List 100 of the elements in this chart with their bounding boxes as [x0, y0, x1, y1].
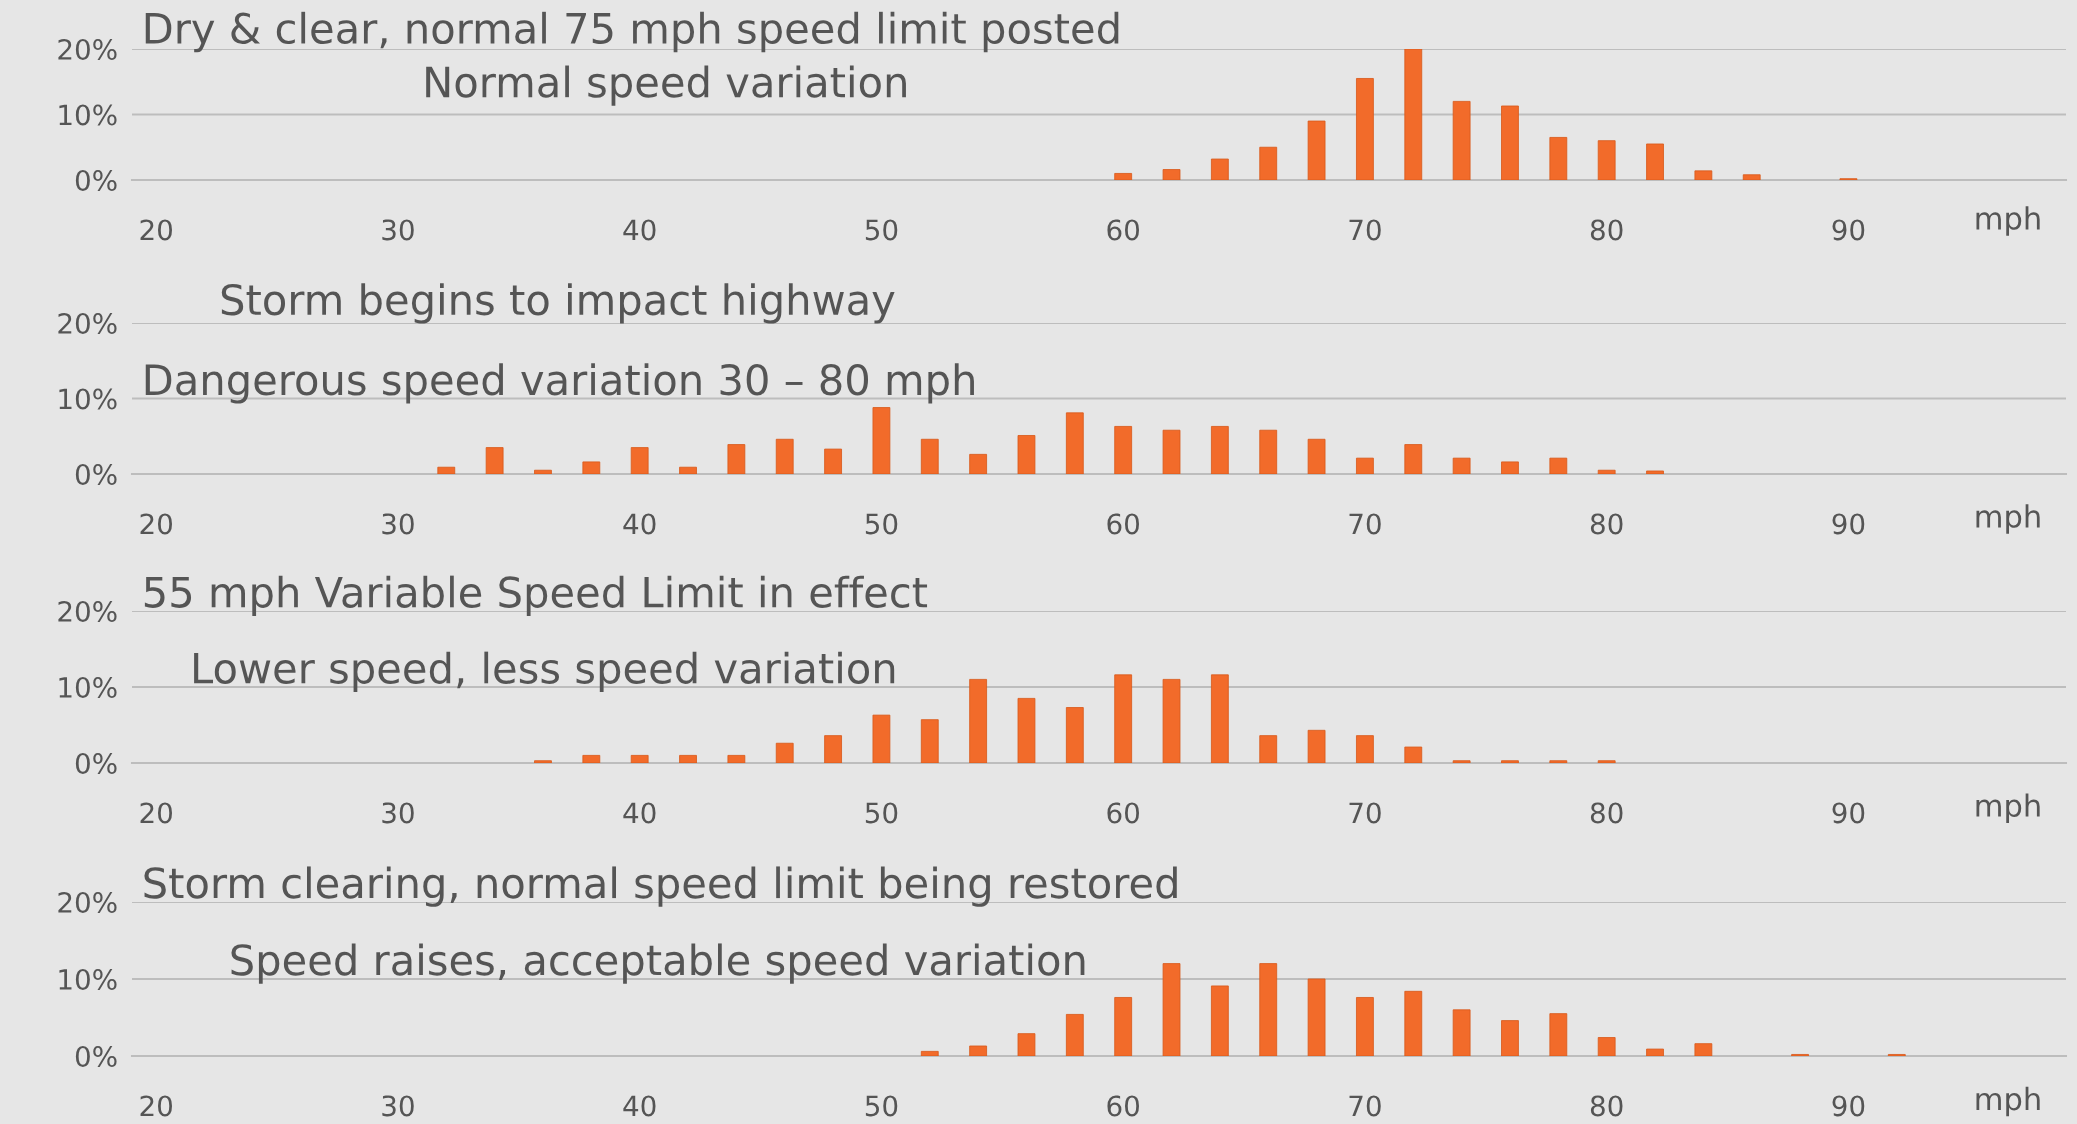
chart-title: Storm clearing, normal speed limit being restored — [144, 866, 1177, 907]
x-tick-label: 60 — [1107, 219, 1139, 241]
y-tick-label: 0% — [75, 463, 117, 485]
bar — [1065, 412, 1084, 474]
y-tick-label: 10% — [59, 968, 117, 990]
bar — [824, 448, 842, 474]
bar — [1307, 438, 1326, 474]
bar — [1356, 457, 1374, 474]
bar — [872, 714, 891, 763]
bar — [1114, 173, 1133, 180]
bar — [1017, 1033, 1036, 1056]
bar — [1549, 1013, 1568, 1056]
y-tick-label: 10% — [59, 388, 117, 410]
bar — [969, 453, 988, 474]
bar — [582, 754, 601, 763]
bar — [1646, 143, 1664, 180]
y-tick-label: 0% — [75, 752, 117, 774]
bar — [1356, 997, 1374, 1056]
bar — [1114, 674, 1133, 763]
x-tick-label: 70 — [1349, 802, 1381, 824]
bar — [920, 719, 939, 763]
x-tick-label: 80 — [1590, 513, 1623, 535]
bar — [1646, 1048, 1664, 1056]
x-tick-label: 30 — [382, 219, 414, 241]
bar — [727, 444, 746, 474]
bar — [1597, 140, 1616, 180]
x-tick-label: 90 — [1832, 1095, 1865, 1117]
x-axis-title: mph — [1976, 504, 2040, 534]
y-tick-label: 20% — [58, 600, 117, 622]
chart-title: 55 mph Variable Speed Limit in effect — [144, 575, 928, 616]
text: Speed raises, acceptable speed variation — [231, 943, 1085, 984]
bar — [1210, 674, 1229, 763]
bar — [679, 754, 697, 763]
bar — [1259, 735, 1278, 763]
x-tick-label: 40 — [623, 219, 656, 241]
bar — [1210, 985, 1229, 1056]
bar — [727, 754, 746, 763]
bar — [775, 742, 794, 763]
y-tick-label: 20% — [58, 891, 117, 913]
bar — [1452, 1009, 1471, 1056]
bar — [1307, 120, 1326, 180]
bar — [1549, 760, 1568, 763]
bar — [1356, 78, 1374, 180]
bar — [1646, 470, 1664, 474]
bar — [1307, 729, 1326, 763]
bar — [969, 1045, 988, 1056]
bar — [1356, 735, 1374, 763]
x-tick-label: 80 — [1590, 219, 1623, 241]
x-tick-label: 20 — [140, 513, 172, 535]
chart-subtitle: Normal speed variation — [426, 65, 906, 106]
bar — [437, 466, 456, 474]
bar — [1162, 963, 1181, 1056]
x-tick-label: 30 — [382, 802, 414, 824]
x-tick-label: 50 — [865, 219, 898, 241]
bar — [775, 438, 794, 474]
x-tick-label: 20 — [140, 1095, 172, 1117]
x-tick-label: 90 — [1832, 513, 1865, 535]
text: Lower speed, less speed variation — [194, 651, 895, 692]
x-tick-label: 80 — [1590, 1095, 1623, 1117]
x-tick-label: 20 — [140, 802, 172, 824]
bar — [679, 466, 697, 474]
y-tick-label: 10% — [59, 676, 117, 698]
bar — [1694, 170, 1713, 180]
bar — [824, 735, 842, 763]
bar — [1501, 1020, 1519, 1056]
bar — [1694, 1043, 1713, 1056]
bar — [1017, 435, 1036, 474]
bar — [1259, 429, 1278, 474]
x-tick-label: 30 — [382, 513, 414, 535]
bar — [1452, 100, 1471, 180]
bar — [1017, 697, 1036, 763]
y-tick-label: 0% — [75, 169, 117, 191]
chart-title: Storm begins to impact highway — [221, 283, 895, 324]
bar — [1259, 146, 1278, 180]
bar — [1162, 678, 1181, 763]
bar — [1114, 997, 1133, 1056]
chart-title: Dry & clear, normal 75 mph speed limit posted — [145, 11, 1119, 53]
y-tick-label: 10% — [59, 104, 117, 126]
bar — [630, 754, 649, 763]
bar — [534, 760, 552, 763]
bar — [1452, 457, 1471, 474]
bar — [1501, 105, 1519, 180]
bar — [1597, 1037, 1616, 1056]
bar — [920, 1050, 939, 1056]
bar — [1210, 426, 1229, 474]
bar — [1404, 990, 1423, 1056]
x-tick-label: 20 — [140, 219, 172, 241]
bar — [969, 678, 988, 763]
x-tick-label: 90 — [1832, 802, 1865, 824]
y-tick-label: 20% — [58, 312, 117, 334]
bar — [1404, 444, 1423, 474]
bar — [1404, 746, 1423, 763]
x-tick-label: 50 — [865, 513, 898, 535]
bar — [582, 461, 601, 474]
bar — [630, 447, 649, 474]
bar — [1114, 426, 1133, 474]
bar — [1259, 963, 1278, 1056]
x-tick-label: 60 — [1107, 802, 1139, 824]
bar — [1549, 457, 1568, 474]
bar — [1597, 760, 1616, 763]
